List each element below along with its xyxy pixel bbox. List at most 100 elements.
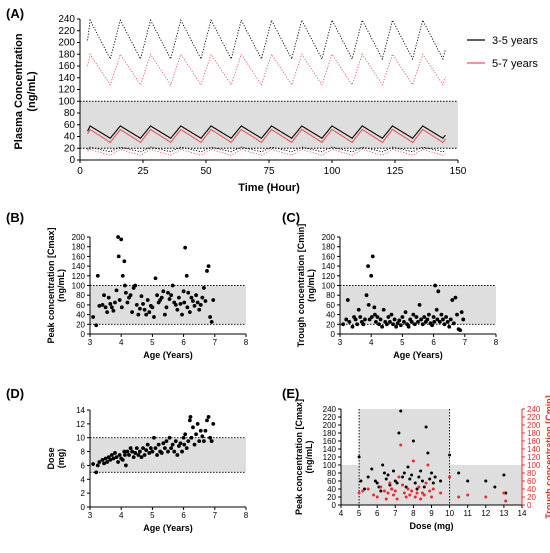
data-point xyxy=(375,315,380,319)
data-point xyxy=(139,294,144,299)
data-point xyxy=(341,322,346,327)
data-point xyxy=(442,322,447,327)
x-tick-label: 50 xyxy=(200,166,212,177)
data-point xyxy=(130,449,135,454)
data-point xyxy=(116,235,120,239)
data-point xyxy=(167,435,172,440)
cmin-point xyxy=(417,485,421,489)
y-axis-label: Dose(mg) xyxy=(46,447,66,469)
cmin-point xyxy=(430,495,433,499)
data-point xyxy=(100,303,105,307)
data-point xyxy=(412,322,417,327)
cmax-point xyxy=(379,489,383,493)
data-point xyxy=(195,421,200,426)
y-tick-label: 60 xyxy=(64,120,76,131)
data-point xyxy=(389,312,394,317)
data-point xyxy=(108,302,113,306)
y-tick-label: 140 xyxy=(58,73,75,84)
data-point xyxy=(123,463,128,468)
data-point xyxy=(437,319,442,324)
cmax-point xyxy=(363,487,367,491)
data-point xyxy=(194,293,198,298)
y-tick-label: 100 xyxy=(58,96,75,107)
data-point xyxy=(197,439,202,444)
cmax-point xyxy=(466,479,470,483)
legend-label: 3-5 years xyxy=(492,35,538,47)
data-point xyxy=(185,305,190,310)
cmin-point xyxy=(424,481,428,485)
legend-label: 5-7 years xyxy=(492,58,538,70)
series-3-5-years-upper-bound-line xyxy=(87,18,446,61)
y-tick-label: 20 xyxy=(326,320,335,329)
data-point xyxy=(395,321,400,326)
data-point xyxy=(358,315,363,319)
cmax-point xyxy=(448,453,452,457)
cmin-point xyxy=(428,489,432,493)
y-tick-label: 14 xyxy=(76,406,85,415)
data-point xyxy=(447,324,452,329)
y-tick-label: 220 xyxy=(323,413,337,422)
data-point xyxy=(148,446,153,451)
data-point xyxy=(377,322,381,327)
cmax-point xyxy=(426,451,430,455)
data-point xyxy=(198,303,203,307)
right-y-tick-label: 160 xyxy=(527,437,541,446)
y-tick-label: 80 xyxy=(76,291,85,300)
y-tick-label: 160 xyxy=(322,252,336,261)
data-point xyxy=(113,451,117,455)
cmax-point xyxy=(401,475,405,479)
data-point xyxy=(391,322,395,327)
data-point xyxy=(138,306,142,311)
data-point xyxy=(450,298,455,302)
cmin-point xyxy=(390,487,394,491)
data-point xyxy=(350,324,355,329)
chart-D: 3 4 5 6 7 8 0 2 4 6 8 10 12 14 Age (Years) Dose(mg) xyxy=(46,406,249,533)
data-point xyxy=(187,310,192,315)
right-y-tick-label: 140 xyxy=(527,445,541,454)
data-point xyxy=(347,319,352,324)
x-tick-label: 4 xyxy=(369,338,374,347)
x-tick-label: 11 xyxy=(464,509,473,518)
data-point xyxy=(111,308,116,313)
y-tick-label: 0 xyxy=(331,330,336,339)
data-point xyxy=(150,305,155,310)
x-tick-label: 25 xyxy=(137,166,149,177)
data-point xyxy=(180,312,184,317)
data-point xyxy=(191,425,195,430)
cmax-point xyxy=(422,485,426,489)
data-point xyxy=(388,319,392,324)
x-axis-label: Age (Years) xyxy=(393,350,443,360)
data-point xyxy=(445,319,450,324)
y-tick-label: 160 xyxy=(323,437,337,446)
data-point xyxy=(409,319,414,324)
cmin-point xyxy=(386,491,390,495)
cmin-point xyxy=(397,475,401,479)
cmax-point xyxy=(381,463,385,467)
data-point xyxy=(97,460,102,464)
y-tick-label: 180 xyxy=(322,243,336,252)
data-point xyxy=(419,317,424,322)
data-point xyxy=(406,324,411,329)
data-point xyxy=(208,315,213,319)
data-point xyxy=(381,307,386,312)
panel-label-c: (C) xyxy=(282,210,300,225)
y-tick-label: 180 xyxy=(58,49,75,60)
y-tick-label: 60 xyxy=(326,301,335,310)
data-point xyxy=(200,295,205,300)
data-point xyxy=(411,312,416,317)
y-tick-label: 80 xyxy=(64,108,76,119)
data-point xyxy=(142,453,147,457)
right-y-tick-label: 80 xyxy=(527,469,536,478)
data-point xyxy=(109,305,114,310)
data-point xyxy=(451,321,456,326)
y-tick-label: 10 xyxy=(76,434,85,443)
data-point xyxy=(106,455,111,460)
data-point xyxy=(131,455,136,460)
data-point xyxy=(119,305,124,310)
data-point xyxy=(103,456,108,461)
x-tick-label: 13 xyxy=(499,509,508,518)
data-point xyxy=(123,453,127,457)
data-point xyxy=(181,289,186,294)
data-point xyxy=(114,288,119,293)
x-tick-label: 9 xyxy=(429,509,434,518)
